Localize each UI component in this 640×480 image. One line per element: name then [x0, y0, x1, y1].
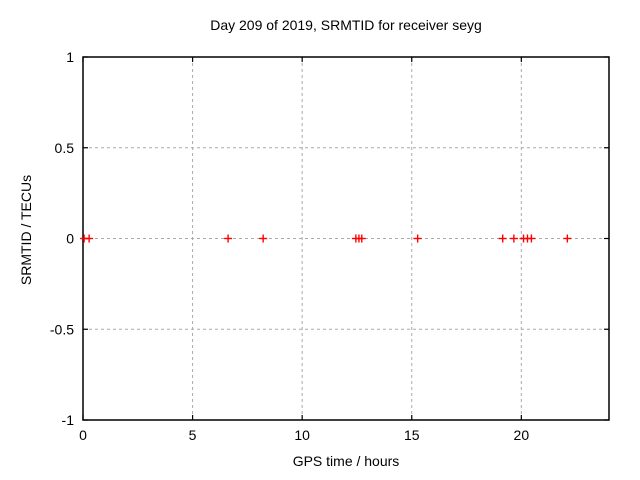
y-tick-label--0.5: -0.5: [50, 321, 74, 337]
x-tick-label-5: 5: [189, 427, 197, 443]
x-tick-label-20: 20: [514, 427, 530, 443]
x-tick-label-0: 0: [79, 427, 87, 443]
x-tick-label-10: 10: [294, 427, 310, 443]
x-tick-label-15: 15: [404, 427, 420, 443]
y-tick-label-0.5: 0.5: [55, 140, 75, 156]
y-tick-label-0: 0: [66, 231, 74, 247]
y-tick-label-1: 1: [66, 49, 74, 65]
x-axis-title: GPS time / hours: [292, 453, 400, 469]
chart-title: Day 209 of 2019, SRMTID for receiver sey…: [210, 17, 482, 33]
y-tick-label--1: -1: [62, 412, 75, 428]
